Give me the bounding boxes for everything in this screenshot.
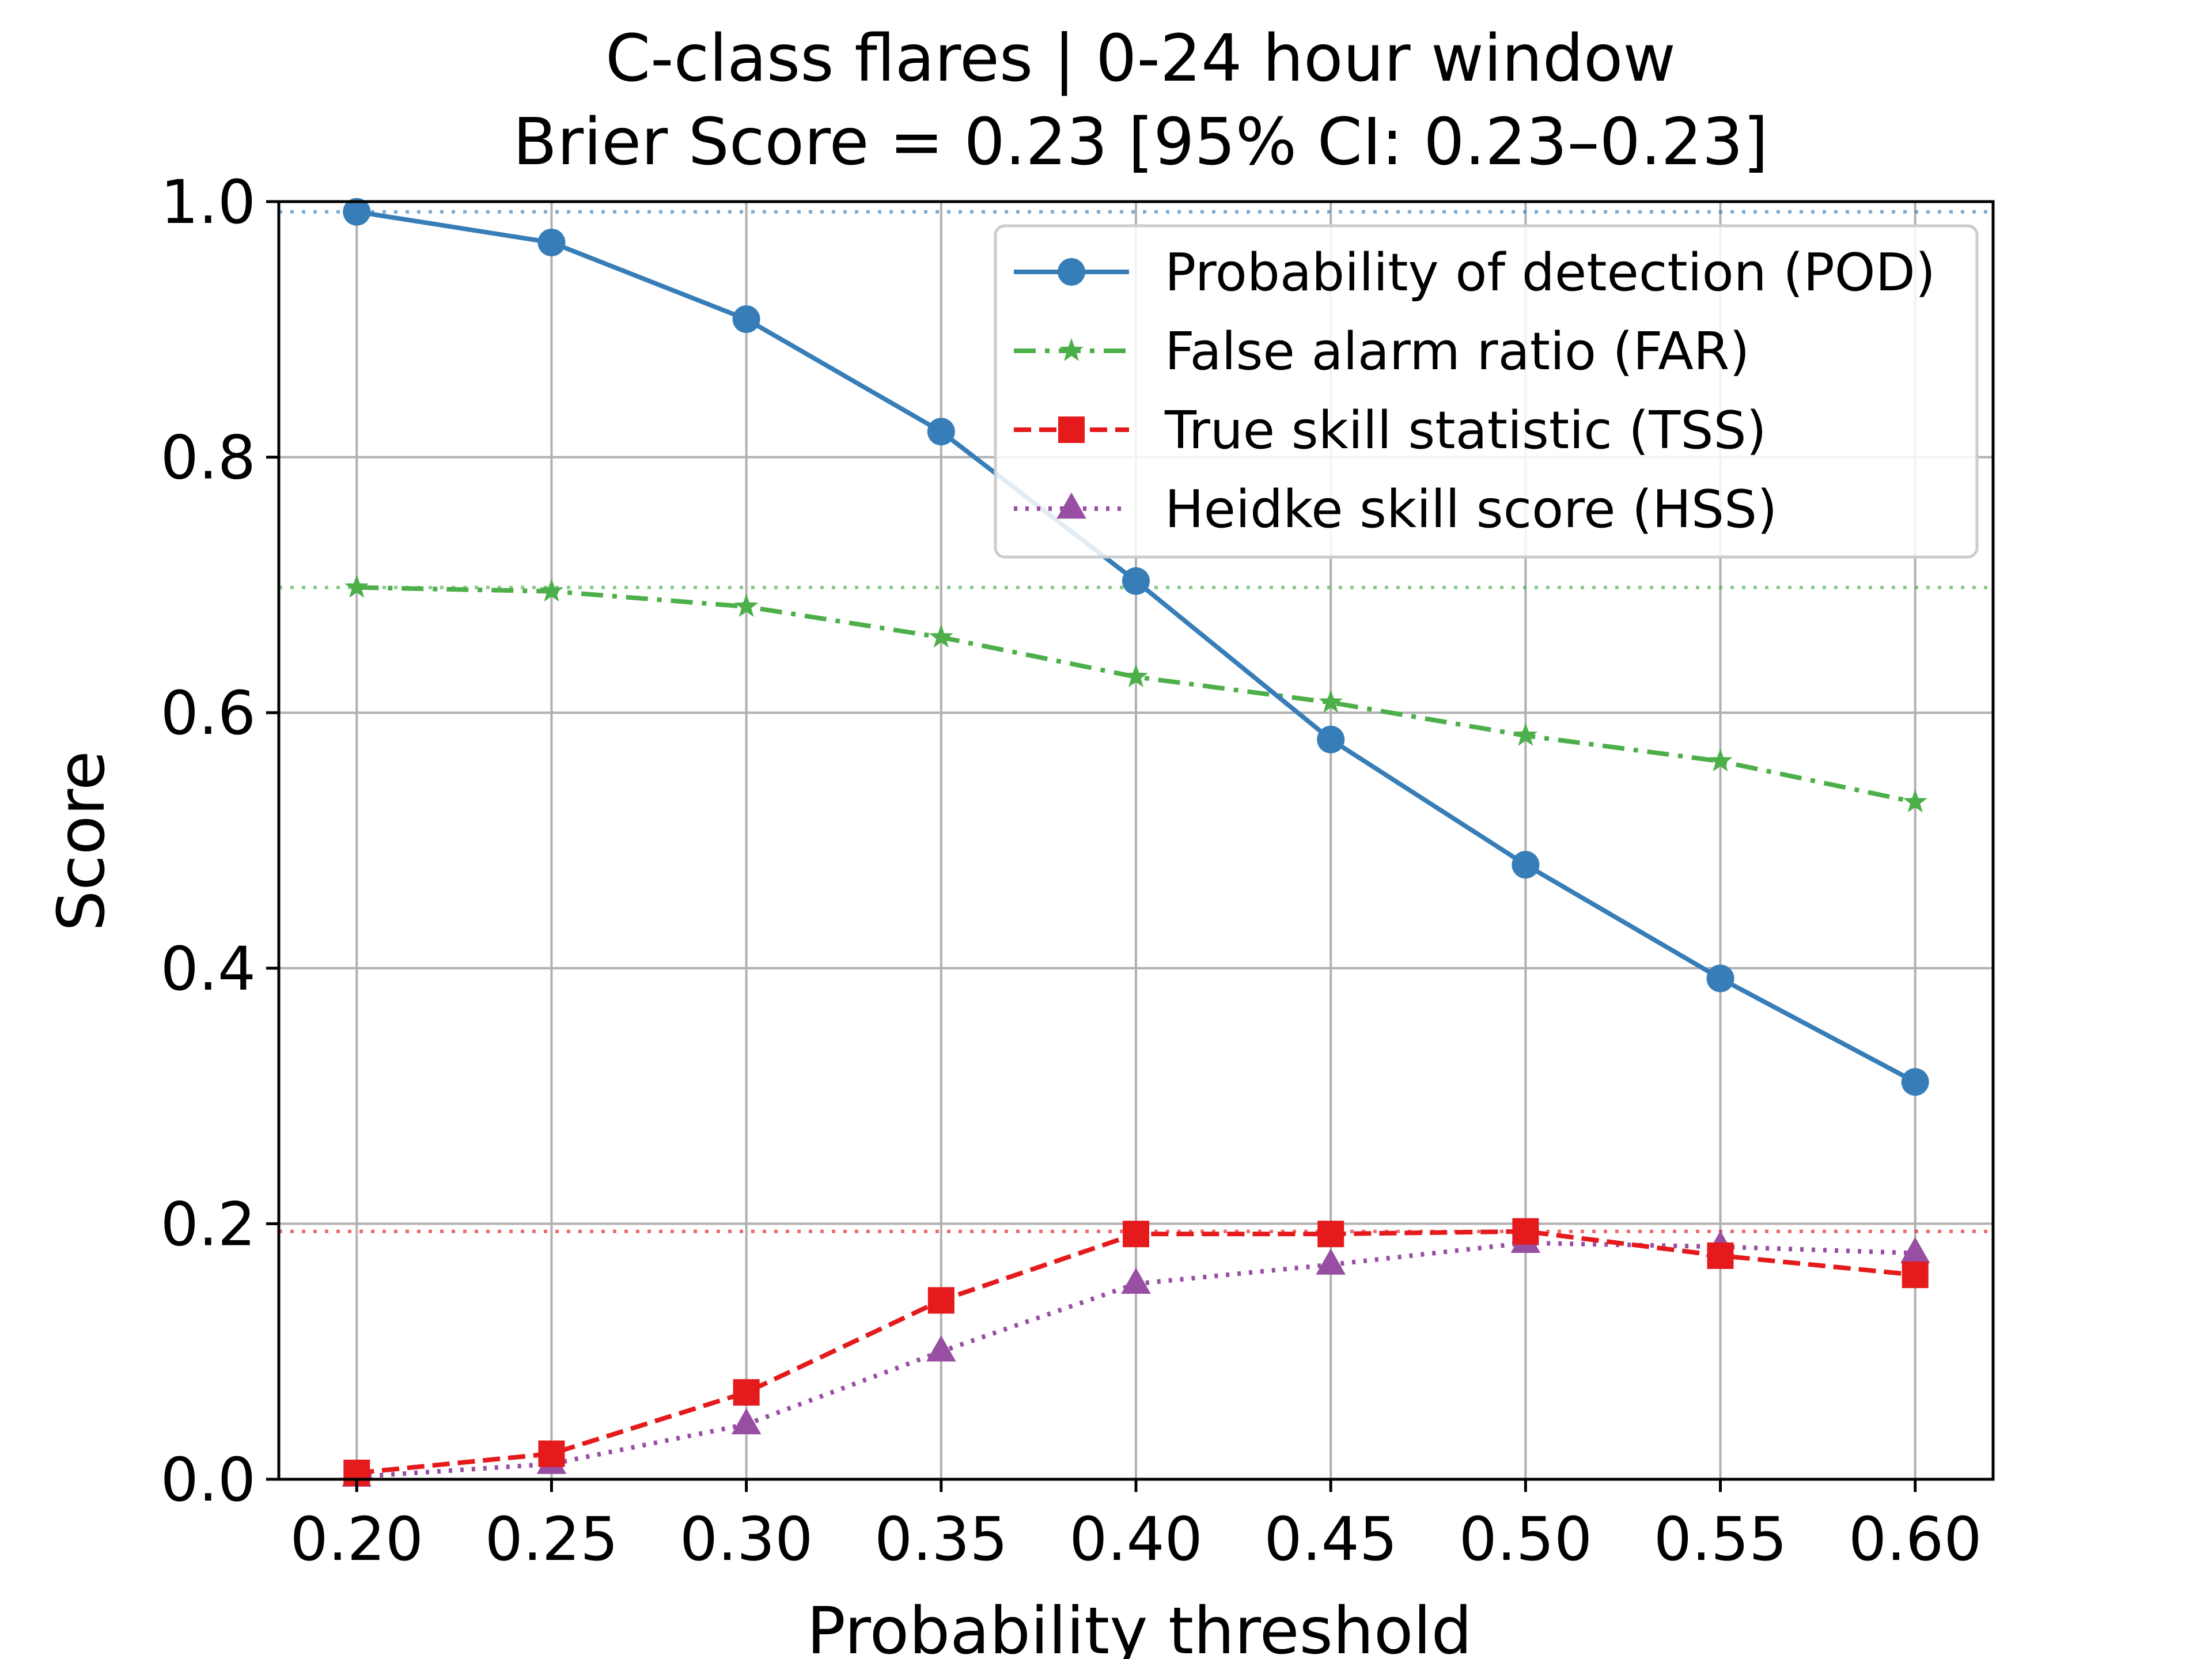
data-point-3-2: [731, 1408, 762, 1434]
data-point-3-3: [926, 1335, 956, 1362]
data-point-1-3: [929, 624, 953, 648]
data-point-2-3: [927, 1287, 955, 1314]
legend-marker-2: [1058, 416, 1085, 443]
data-point-1-6: [1513, 723, 1538, 746]
y-tick-label: 0.4: [161, 934, 256, 1004]
legend-marker-0: [1058, 258, 1085, 286]
data-point-0-3: [927, 418, 955, 446]
data-point-3-8: [1900, 1237, 1930, 1263]
legend-box: [994, 224, 1979, 559]
x-axis-label: Probability threshold: [806, 1594, 1472, 1659]
y-axis-label: Score: [44, 751, 119, 931]
legend-marker-1: [1059, 338, 1084, 361]
x-tick-label: 0.50: [1459, 1504, 1593, 1574]
x-tick-label: 0.25: [485, 1504, 619, 1574]
legend-label-2: True skill statistic (TSS): [1164, 400, 1767, 461]
data-point-0-1: [537, 228, 566, 256]
series-0: [343, 198, 1929, 1096]
legend-entry-0: Probability of detection (POD): [1014, 243, 1936, 303]
data-point-2-2: [733, 1379, 760, 1406]
x-tick-label: 0.45: [1264, 1504, 1397, 1574]
y-tick-label: 1.0: [161, 167, 256, 237]
y-tick-label: 0.8: [161, 423, 256, 493]
data-point-1-0: [344, 574, 369, 598]
data-point-2-7: [1707, 1242, 1734, 1269]
legend-entry-1: False alarm ratio (FAR): [1014, 321, 1750, 382]
x-tick-label: 0.60: [1849, 1504, 1982, 1574]
x-tick-label: 0.55: [1654, 1504, 1787, 1574]
series-1: [344, 574, 1927, 813]
data-point-0-7: [1706, 964, 1734, 993]
data-point-1-2: [734, 594, 759, 617]
data-point-2-1: [538, 1440, 565, 1467]
legend-marker-3: [1056, 493, 1086, 519]
data-point-3-4: [1121, 1267, 1151, 1294]
data-point-0-6: [1512, 851, 1540, 879]
series-2: [343, 1218, 1929, 1486]
reference-lines: [279, 210, 1993, 1233]
data-point-1-5: [1319, 690, 1343, 713]
data-point-2-8: [1902, 1262, 1929, 1289]
data-point-1-7: [1708, 748, 1733, 772]
data-point-2-4: [1123, 1221, 1149, 1248]
x-tick-label: 0.30: [680, 1504, 813, 1574]
legend: Probability of detection (POD) False alar…: [994, 224, 1979, 559]
y-tick-label: 0.6: [161, 678, 256, 748]
legend-label-3: Heidke skill score (HSS): [1165, 479, 1777, 540]
y-tick-label: 0.2: [161, 1189, 256, 1259]
x-tick-label: 0.40: [1069, 1504, 1203, 1574]
data-point-0-4: [1122, 567, 1150, 595]
x-tick-label: 0.20: [290, 1504, 423, 1574]
legend-label-1: False alarm ratio (FAR): [1165, 321, 1750, 382]
data-point-1-1: [539, 578, 564, 602]
y-tick-label: 0.0: [161, 1445, 256, 1515]
data-point-0-8: [1901, 1068, 1929, 1096]
series-line-1: [357, 585, 1916, 805]
data-point-0-0: [343, 198, 371, 226]
data-point-2-6: [1512, 1218, 1539, 1245]
x-tick-label: 0.35: [874, 1504, 1008, 1574]
data-point-1-8: [1903, 789, 1927, 813]
chart-title: C-class flares | 0-24 hour window: [605, 21, 1676, 96]
data-point-1-4: [1124, 664, 1148, 687]
data-series: [342, 198, 1930, 1487]
legend-entry-2: True skill statistic (TSS): [1014, 400, 1767, 461]
data-point-3-5: [1316, 1248, 1346, 1275]
chart-subtitle: Brier Score = 0.23 [95% CI: 0.23–0.23]: [513, 105, 1768, 180]
axes: 0.20 0.25 0.30 0.35 0.40 0.45 0.50 0.55 0.60 0.0 0…: [161, 167, 1995, 1574]
legend-entry-3: Heidke skill score (HSS): [1014, 479, 1777, 540]
data-point-2-5: [1317, 1221, 1344, 1248]
data-point-0-5: [1317, 725, 1345, 753]
legend-label-0: Probability of detection (POD): [1165, 243, 1936, 303]
data-point-0-2: [732, 305, 760, 334]
